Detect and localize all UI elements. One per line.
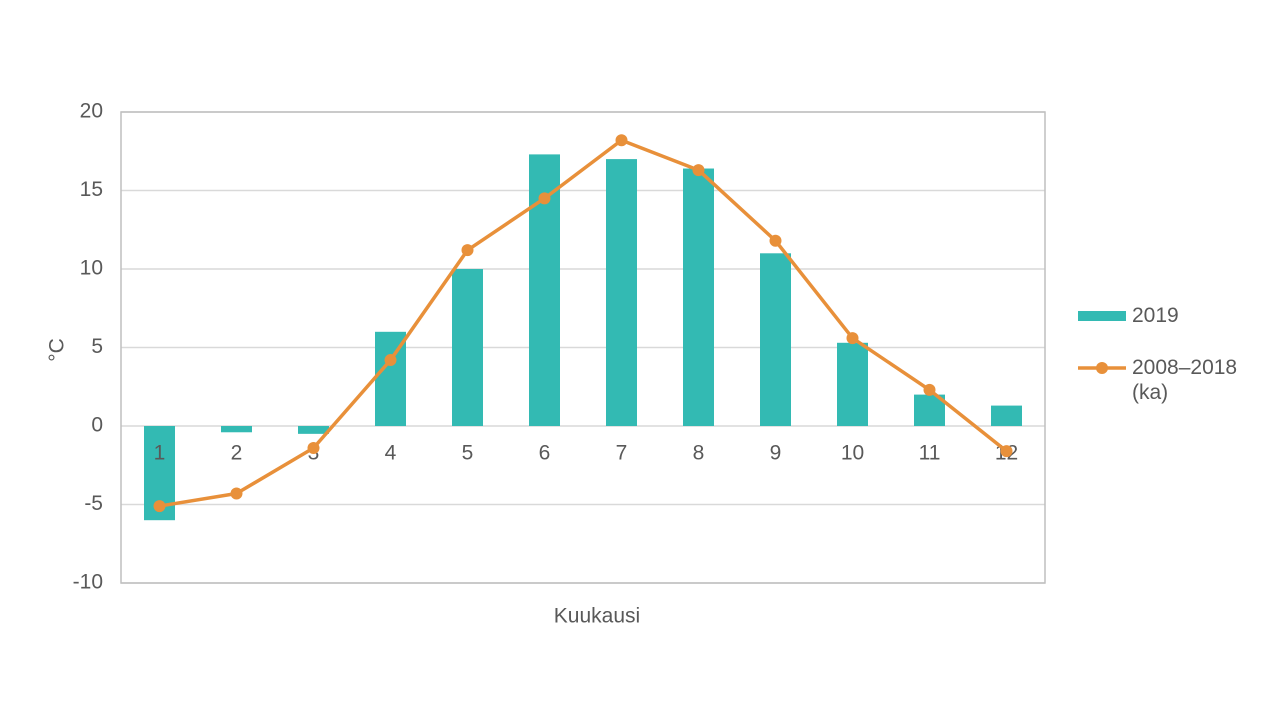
- line-marker: [384, 354, 397, 367]
- line-marker: [769, 234, 782, 247]
- line-marker: [1000, 445, 1013, 458]
- x-tick-label: 11: [919, 442, 941, 465]
- bar: [221, 426, 252, 433]
- y-tick-label: 20: [80, 100, 103, 123]
- bar: [991, 405, 1022, 426]
- bar: [606, 159, 637, 426]
- line-marker: [846, 332, 859, 345]
- line-marker: [307, 441, 320, 454]
- bar: [452, 269, 483, 426]
- x-tick-label: 6: [539, 442, 551, 465]
- line-marker: [538, 192, 551, 205]
- x-tick-label: 5: [462, 442, 474, 465]
- y-tick-label: 15: [80, 178, 103, 201]
- x-tick-label: 4: [385, 442, 397, 465]
- line-marker: [923, 383, 936, 396]
- legend-label: 2019: [1132, 304, 1179, 327]
- bar: [298, 426, 329, 434]
- x-tick-label: 8: [693, 442, 705, 465]
- y-tick-label: -5: [84, 492, 103, 515]
- legend-marker: [1096, 362, 1108, 374]
- x-tick-label: 1: [154, 442, 166, 465]
- y-tick-label: 0: [91, 414, 103, 437]
- bar: [837, 342, 868, 426]
- line: [159, 138, 1008, 508]
- y-tick-label: 5: [91, 335, 103, 358]
- x-tick-label: 9: [770, 442, 782, 465]
- y-tick-label: 10: [80, 257, 103, 280]
- bar: [760, 253, 791, 426]
- legend-swatch: [1078, 311, 1126, 321]
- x-axis-label: Kuukausi: [554, 605, 640, 628]
- line-marker: [230, 487, 243, 500]
- bar: [683, 168, 714, 426]
- line-marker: [615, 134, 628, 147]
- plot-border: [120, 111, 1046, 584]
- line-marker: [692, 164, 705, 177]
- x-tick-label: 7: [616, 442, 628, 465]
- y-tick-label: -10: [73, 571, 103, 594]
- y-axis-label: °C: [46, 338, 69, 362]
- x-tick-label: 2: [231, 442, 243, 465]
- x-tick-label: 10: [841, 442, 864, 465]
- line-marker: [461, 244, 474, 257]
- legend-label: 2008–2018 (ka): [1132, 356, 1238, 404]
- line-marker: [153, 500, 166, 513]
